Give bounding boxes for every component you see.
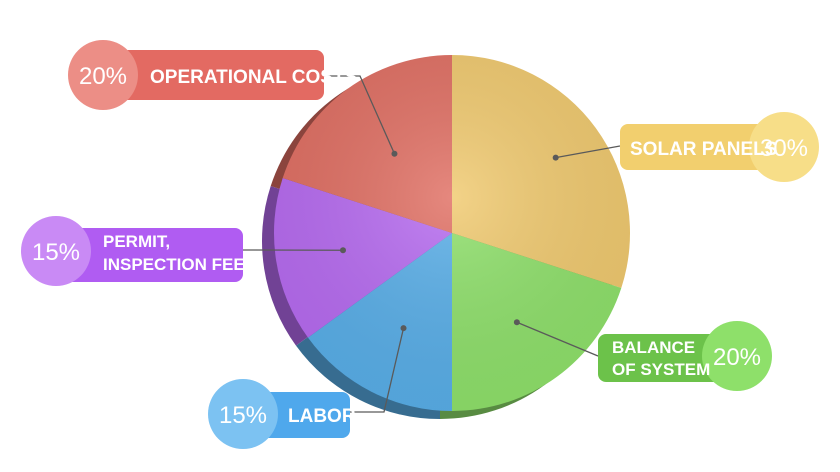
pie-slices xyxy=(274,55,630,411)
callout-permit-inspection-fees: 15% PERMIT, INSPECTION FEES xyxy=(21,216,256,286)
callout-labor: 15% LABOR xyxy=(208,379,356,449)
slice-label-line-1: BALANCE xyxy=(612,338,695,357)
leader-dot xyxy=(400,325,407,332)
leader-dot xyxy=(391,150,398,157)
callout-solar-panels: SOLAR PANELS 30% xyxy=(620,112,819,182)
leader-line xyxy=(324,75,396,155)
slice-label: OPERATIONAL COSTS xyxy=(150,67,357,88)
leader-line xyxy=(555,145,621,159)
slice-label: LABOR xyxy=(288,406,356,427)
percent-label: 15% xyxy=(219,402,267,429)
callout-bar xyxy=(620,124,790,170)
percent-label: 30% xyxy=(760,135,808,162)
slice-label-line-2: OF SYSTEM xyxy=(612,360,710,379)
leader-line xyxy=(350,328,405,413)
percent-label: 20% xyxy=(79,63,127,90)
callout-percent-circle xyxy=(749,112,819,182)
slice-label-line-1: PERMIT, xyxy=(103,232,170,251)
callout-percent-circle xyxy=(702,321,772,391)
leader-dot xyxy=(552,154,559,161)
percent-label: 20% xyxy=(713,344,761,371)
callout-balance-of-system: BALANCE OF SYSTEM 20% xyxy=(598,321,772,391)
callout-bar xyxy=(55,228,243,282)
pie-highlight xyxy=(274,55,630,411)
leader-lines xyxy=(242,75,621,413)
slice-label-line-2: INSPECTION FEES xyxy=(103,255,256,274)
callout-percent-circle xyxy=(68,40,138,110)
leader-dot xyxy=(513,319,520,326)
leader-dot xyxy=(339,247,346,254)
leader-line xyxy=(516,321,599,357)
callout-percent-circle xyxy=(208,379,278,449)
percent-label: 15% xyxy=(32,239,80,266)
slice-label: SOLAR PANELS xyxy=(630,139,777,160)
callout-operational-costs: 20% OPERATIONAL COSTS xyxy=(68,40,357,110)
callout-bar xyxy=(100,50,324,100)
callout-percent-circle xyxy=(21,216,91,286)
